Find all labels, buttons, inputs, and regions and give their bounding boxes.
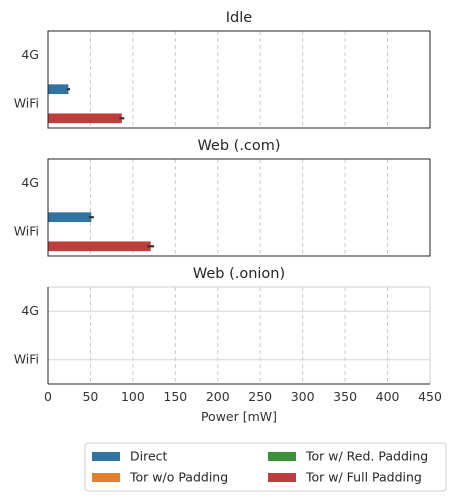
xtick-label: 100 — [121, 389, 145, 404]
xtick-label: 400 — [376, 389, 400, 404]
xtick-label: 450 — [418, 389, 442, 404]
panel-1: Idle 4G WiFi — [14, 10, 431, 129]
legend: Direct Tor w/o Padding Tor w/ Red. Padding… — [84, 442, 447, 492]
xtick-label: 200 — [206, 389, 230, 404]
axes-frame — [47, 158, 431, 257]
legend-swatch — [268, 473, 296, 482]
xtick-label: 250 — [248, 389, 272, 404]
panel-title: Web (.onion) — [193, 266, 285, 282]
ytick-label: 4G — [21, 47, 39, 62]
ytick-label: WiFi — [14, 95, 39, 110]
xtick-label: 300 — [291, 389, 315, 404]
panel-title: Idle — [226, 10, 253, 26]
legend-swatch — [92, 473, 120, 482]
legend-frame — [84, 442, 447, 492]
legend-label: Tor w/o Padding — [129, 470, 228, 485]
panel-title: Web (.com) — [197, 138, 280, 154]
xtick-label: 350 — [333, 389, 357, 404]
legend-label: Direct — [130, 449, 168, 464]
xtick-label: 150 — [163, 389, 187, 404]
legend-label: Tor w/ Full Padding — [305, 470, 422, 485]
bar-tor-w-full-padding — [48, 113, 122, 124]
ytick-label: WiFi — [14, 223, 39, 238]
xtick-label: 50 — [82, 389, 98, 404]
xtick-label: 0 — [44, 389, 52, 404]
legend-swatch — [92, 452, 120, 461]
bar-tor-w-full-padding — [48, 241, 151, 252]
panel-3: Web (.onion) 4G WiFi — [14, 266, 431, 385]
ytick-label: 4G — [21, 175, 39, 190]
bar-direct — [48, 84, 69, 95]
x-axis-label: Power [mW] — [201, 409, 277, 424]
legend-swatch — [268, 452, 296, 461]
axes-frame — [47, 30, 431, 129]
legend-label: Tor w/ Red. Padding — [305, 449, 428, 464]
bar-direct — [48, 212, 92, 223]
panel-2: Web (.com) 4G WiFi — [14, 138, 431, 257]
ytick-label: WiFi — [14, 351, 39, 366]
ytick-label: 4G — [21, 303, 39, 318]
